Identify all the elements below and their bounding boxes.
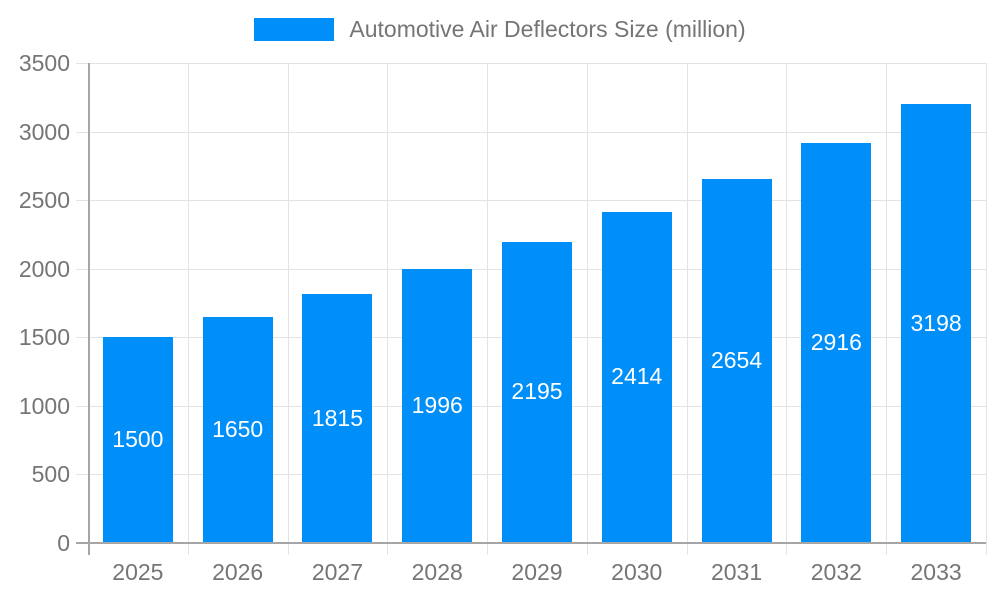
x-axis-tick-label: 2030: [611, 559, 663, 585]
y-axis-tick-label: 2000: [18, 255, 70, 282]
x-axis-tick: [686, 543, 688, 555]
y-axis-line: [88, 63, 90, 555]
bar-value-label: 2654: [710, 347, 763, 373]
y-axis-tick-label: 3000: [18, 118, 70, 145]
bar-value-label: 1996: [411, 392, 463, 419]
x-axis-tick: [487, 543, 489, 555]
bar[interactable]: 3198: [901, 104, 972, 543]
vertical-gridline: [586, 63, 588, 543]
bar-value-label: 2916: [810, 329, 862, 356]
vertical-gridline: [786, 63, 788, 543]
x-axis-tick: [986, 543, 987, 555]
bar[interactable]: 1996: [402, 269, 473, 543]
bar-value-label: 3198: [910, 309, 962, 336]
x-axis-tick: [886, 543, 888, 555]
x-axis-tick-label: 2032: [810, 559, 862, 585]
y-axis-tick-label: 1500: [18, 324, 70, 351]
vertical-gridline: [986, 63, 987, 543]
bar[interactable]: 1500: [102, 337, 173, 543]
horizontal-gridline: [88, 63, 986, 64]
bar-value-label: 1815: [311, 404, 364, 431]
bar-value-label: 2195: [511, 378, 563, 405]
x-axis-tick-label: 2029: [511, 559, 563, 585]
bar[interactable]: 2195: [502, 241, 572, 543]
bar[interactable]: 2916: [801, 143, 872, 543]
y-axis-tick: [76, 63, 88, 64]
y-axis-tick-label: 2500: [18, 187, 70, 214]
legend-swatch-icon: [254, 18, 335, 41]
x-axis-tick-label: 2033: [910, 559, 962, 585]
x-axis-tick-label: 2031: [710, 559, 763, 585]
vertical-gridline: [187, 63, 189, 543]
x-axis-tick: [786, 543, 788, 555]
vertical-gridline: [886, 63, 888, 543]
horizontal-gridline: [88, 200, 986, 202]
y-axis-tick: [76, 200, 88, 202]
legend: Automotive Air Deflectors Size (million): [0, 16, 1000, 43]
y-axis-tick: [76, 474, 88, 476]
vertical-gridline: [487, 63, 489, 543]
bar-value-label: 1650: [212, 415, 264, 442]
x-axis-tick-label: 2026: [212, 559, 264, 585]
y-axis-tick: [76, 405, 88, 407]
y-axis-tick: [76, 268, 88, 270]
bar[interactable]: 1650: [202, 316, 273, 543]
x-axis-tick-label: 2028: [411, 559, 463, 585]
x-axis-tick-label: 2027: [311, 559, 364, 585]
x-axis-tick: [187, 543, 189, 555]
legend-label: Automotive Air Deflectors Size (million): [349, 16, 746, 42]
bar-value-label: 2414: [611, 363, 663, 390]
vertical-gridline: [287, 63, 289, 543]
y-axis-tick-label: 0: [57, 530, 70, 556]
bar[interactable]: 2654: [701, 179, 772, 543]
y-axis-tick-label: 1000: [18, 392, 70, 419]
y-axis-tick: [76, 337, 88, 339]
x-axis-tick-label: 2025: [112, 559, 164, 585]
horizontal-gridline: [88, 131, 986, 133]
y-axis-tick-label: 500: [31, 461, 70, 488]
bar-value-label: 1500: [112, 426, 164, 453]
x-axis-line: [76, 542, 986, 544]
y-axis-tick: [76, 131, 88, 133]
bar[interactable]: 2414: [601, 211, 672, 543]
x-axis-tick: [586, 543, 588, 555]
x-axis-tick: [287, 543, 289, 555]
legend-item[interactable]: Automotive Air Deflectors Size (million): [254, 16, 746, 43]
bar[interactable]: 1815: [302, 294, 373, 543]
vertical-gridline: [686, 63, 688, 543]
plot-area: 0 500 1000 1500 2000 2500 3000 3500 1500 2025 1650…: [19, 50, 987, 585]
y-axis-tick-label: 3500: [18, 50, 70, 76]
x-axis-tick: [387, 543, 389, 555]
vertical-gridline: [387, 63, 389, 543]
